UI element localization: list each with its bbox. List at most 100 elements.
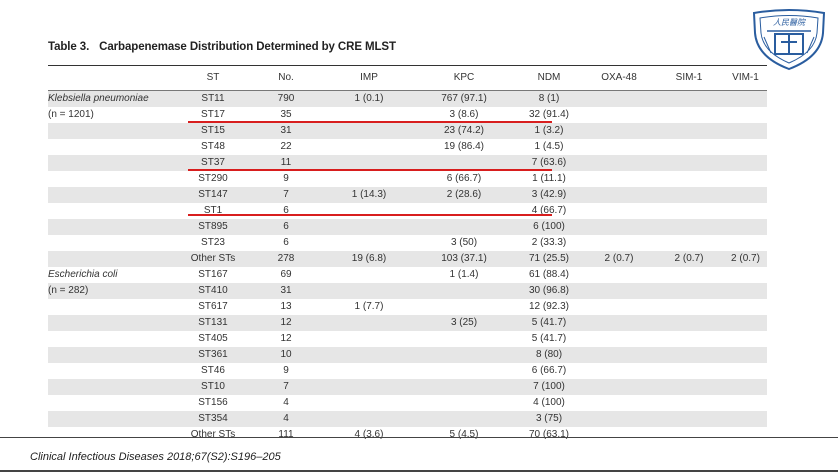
table-cell (324, 347, 414, 363)
table-cell (324, 235, 414, 251)
table-row: ST147 7 1 (14.3) 2 (28.6) 3 (42.9) (48, 187, 767, 203)
table-cell: 4 (248, 411, 324, 427)
table-title-text: Carbapenemase Distribution Determined by… (99, 41, 396, 53)
table-cell: 6 (66.7) (531, 365, 567, 376)
table-cell (654, 219, 724, 235)
table-cell (48, 203, 178, 219)
table-cell (584, 155, 654, 171)
table-cell: ST156 (198, 397, 228, 408)
header-cell-ndm: NDM (514, 66, 584, 91)
table-cell: ST17 (201, 109, 225, 120)
table-cell (414, 203, 514, 219)
table-cell (654, 299, 724, 315)
table-cell (724, 283, 767, 299)
table-cell: 4 (100) (533, 397, 565, 408)
table-cell (654, 427, 724, 443)
highlight-line-st1 (188, 214, 552, 216)
table-cell (48, 235, 178, 251)
table-cell (654, 395, 724, 411)
table-cell: 8 (1) (514, 90, 584, 107)
table-row: Other STs 111 4 (3.6) 5 (4.5) 70 (63.1) (48, 427, 767, 443)
highlight-line-st37 (188, 169, 552, 171)
table-cell: 767 (97.1) (414, 90, 514, 107)
table-cell: 3 (8.6) (449, 109, 479, 120)
table-cell: 1 (3.2) (514, 123, 584, 139)
table-cell (724, 315, 767, 331)
table-cell (724, 299, 767, 315)
table-cell: 3 (50) (450, 237, 478, 248)
table-row: ST23 6 3 (50) 2 (33.3) (48, 235, 767, 251)
table-cell (724, 187, 767, 203)
table-cell (654, 155, 724, 171)
table-cell: 35 (280, 109, 292, 120)
table-title: Table 3. Carbapenemase Distribution Deter… (48, 41, 396, 53)
table-row: ST895 6 6 (100) (48, 219, 767, 235)
table-cell: 71 (25.5) (514, 251, 584, 267)
table-cell: ST46 (201, 365, 225, 376)
table-cell (414, 347, 514, 363)
table-cell: 2 (0.7) (724, 251, 767, 267)
table-cell: ST361 (178, 347, 248, 363)
table-cell: 61 (88.4) (528, 269, 570, 280)
table-cell: Escherichia coli (48, 269, 118, 280)
table-cell (324, 395, 414, 411)
table-cell (324, 379, 414, 395)
table-cell (724, 219, 767, 235)
table-cell: (n = 282) (48, 283, 178, 299)
table-cell: 69 (280, 269, 292, 280)
table-cell: 32 (91.4) (528, 109, 570, 120)
highlight-line-st17 (188, 121, 552, 123)
table-cell (324, 283, 414, 299)
table-cell (724, 427, 767, 443)
table-cell (654, 363, 724, 379)
table-cell (654, 283, 724, 299)
footer-rule (0, 470, 838, 472)
table-cell (584, 411, 654, 427)
table-cell: 30 (96.8) (514, 283, 584, 299)
table-top-rule (48, 65, 767, 66)
table-cell: 2 (0.7) (584, 251, 654, 267)
header-cell-group (48, 66, 178, 91)
table-cell: ST405 (198, 333, 228, 344)
table-cell: 3 (75) (514, 411, 584, 427)
table-cell: 3 (42.9) (514, 187, 584, 203)
table-cell (724, 411, 767, 427)
table-cell: 5 (41.7) (514, 315, 584, 331)
table-row: ST37 11 7 (63.6) (48, 155, 767, 171)
table-cell (724, 331, 767, 347)
table-cell (48, 219, 178, 235)
table-cell: 4 (66.7) (531, 205, 567, 216)
table-cell: ST290 (198, 173, 228, 184)
table-cell (724, 235, 767, 251)
table-cell (584, 331, 654, 347)
table-cell: ST23 (201, 237, 225, 248)
table-cell (584, 187, 654, 203)
table-row: ST131 12 3 (25) 5 (41.7) (48, 315, 767, 331)
table-cell (324, 219, 414, 235)
table-row: ST617 13 1 (7.7) 12 (92.3) (48, 299, 767, 315)
table-cell (48, 411, 178, 427)
table-cell (584, 427, 654, 443)
table-cell: 6 (100) (514, 219, 584, 235)
header-cell-imp: IMP (324, 66, 414, 91)
table-cell (48, 171, 178, 187)
table-cell (654, 171, 724, 187)
table-cell: 1 (0.1) (324, 90, 414, 107)
table-cell: 2 (28.6) (414, 187, 514, 203)
table-cell (324, 331, 414, 347)
table-cell: 4 (283, 397, 289, 408)
table-cell: 9 (283, 173, 289, 184)
table-cell (414, 299, 514, 315)
table-cell: ST895 (178, 219, 248, 235)
table-cell (584, 123, 654, 139)
table-cell: ST15 (178, 123, 248, 139)
table-cell: 31 (248, 123, 324, 139)
table-cell (654, 315, 724, 331)
header-cell-kpc: KPC (414, 66, 514, 91)
table-cell: ST37 (178, 155, 248, 171)
table-cell (48, 155, 178, 171)
table-cell (654, 123, 724, 139)
table-row: ST290 9 6 (66.7) 1 (11.1) (48, 171, 767, 187)
table-cell (324, 171, 414, 187)
header-cell-vim1: VIM-1 (724, 66, 767, 91)
